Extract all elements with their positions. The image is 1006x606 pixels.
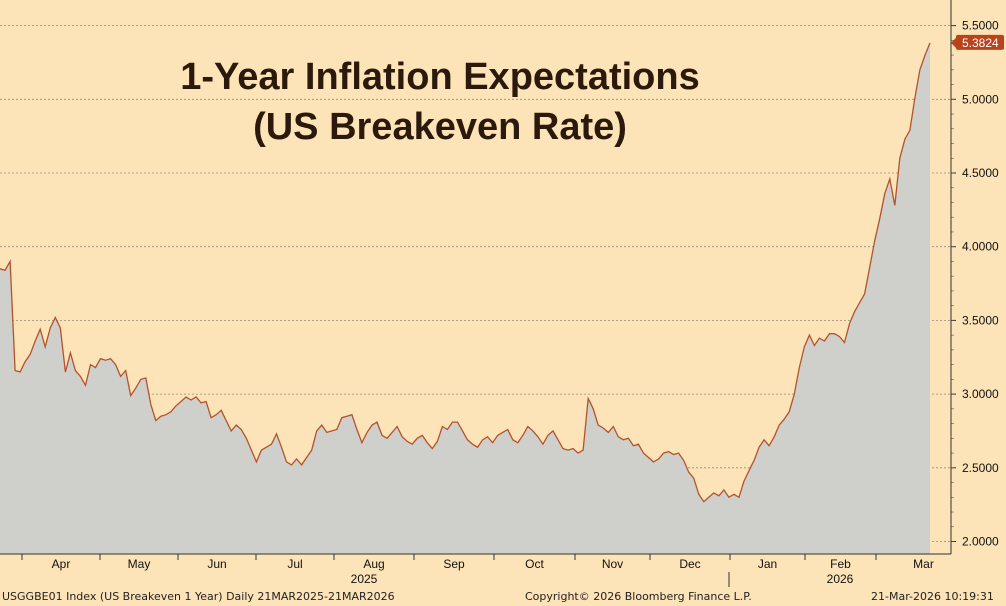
x-tick-label: Oct bbox=[525, 557, 544, 571]
x-tick-label: Apr bbox=[52, 557, 71, 571]
last-value-badge: 5.3824 bbox=[951, 34, 1004, 50]
year-label: 2026 bbox=[827, 572, 854, 586]
x-tick-label: Aug bbox=[363, 557, 384, 571]
x-tick-label: Mar bbox=[913, 557, 934, 571]
x-tick-label: Dec bbox=[679, 557, 700, 571]
series-area bbox=[0, 42, 930, 555]
y-tick-label: 5.5000 bbox=[962, 19, 999, 33]
chart-title-line1: 1-Year Inflation Expectations bbox=[180, 56, 700, 98]
y-tick-label: 5.0000 bbox=[962, 92, 999, 106]
footer: USGGBE01 Index (US Breakeven 1 Year) Dai… bbox=[0, 588, 1006, 606]
y-tick-label: 4.0000 bbox=[962, 240, 999, 254]
chart-title-line2: (US Breakeven Rate) bbox=[253, 106, 627, 148]
axes: 5.5000 5.0000 4.5000 4.0000 3.5000 3.0000 2.50… bbox=[0, 0, 999, 587]
footer-copyright: Copyright© 2026 Bloomberg Finance L.P. bbox=[525, 590, 752, 603]
x-tick-label: Sep bbox=[443, 557, 465, 571]
footer-series-info: USGGBE01 Index (US Breakeven 1 Year) Dai… bbox=[2, 590, 395, 603]
y-tick-label: 3.0000 bbox=[962, 387, 999, 401]
x-tick-label: Jul bbox=[287, 557, 302, 571]
y-tick-label: 3.5000 bbox=[962, 313, 999, 327]
chart: 5.5000 5.0000 4.5000 4.0000 3.5000 3.0000 2.50… bbox=[0, 0, 1004, 587]
x-tick-label: Jun bbox=[207, 557, 226, 571]
y-tick-label: 4.5000 bbox=[962, 166, 999, 180]
x-tick-label: Jan bbox=[758, 557, 777, 571]
y-tick-label: 2.0000 bbox=[962, 535, 999, 549]
x-tick-label: Nov bbox=[602, 557, 623, 571]
x-tick-label: May bbox=[128, 557, 151, 571]
y-tick-label: 2.5000 bbox=[962, 461, 999, 475]
last-value-badge-bg bbox=[956, 34, 1004, 50]
footer-timestamp: 21-Mar-2026 10:19:31 bbox=[871, 590, 994, 603]
x-tick-label: Feb bbox=[830, 557, 851, 571]
year-label: 2025 bbox=[351, 572, 378, 586]
last-value-label: 5.3824 bbox=[962, 36, 999, 50]
badge-pointer bbox=[951, 37, 956, 48]
series-line bbox=[0, 42, 931, 503]
